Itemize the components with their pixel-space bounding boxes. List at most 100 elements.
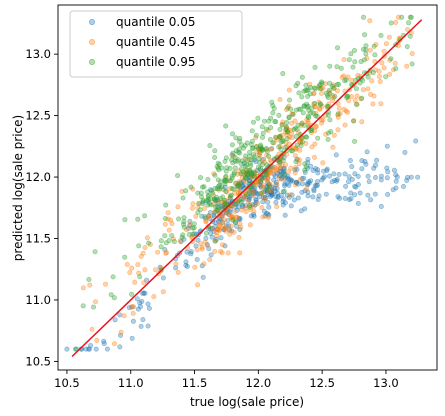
scatter-point	[193, 213, 199, 219]
scatter-point	[212, 148, 218, 154]
scatter-point	[229, 185, 235, 191]
scatter-point	[300, 181, 306, 187]
scatter-point	[311, 188, 317, 194]
scatter-point	[135, 306, 141, 312]
scatter-point	[277, 97, 283, 103]
scatter-point	[289, 135, 295, 141]
scatter-point	[146, 240, 152, 246]
scatter-point	[247, 149, 253, 155]
scatter-point	[132, 279, 138, 285]
scatter-point	[350, 118, 356, 124]
scatter-point	[298, 143, 304, 149]
scatter-point	[202, 214, 208, 220]
scatter-point	[318, 102, 324, 108]
scatter-point	[332, 93, 338, 99]
scatter-point	[72, 346, 78, 352]
scatter-point	[259, 124, 265, 130]
scatter-point	[353, 101, 359, 107]
scatter-point	[301, 103, 307, 109]
scatter-point	[306, 180, 312, 186]
scatter-point	[261, 118, 267, 124]
scatter-point	[288, 203, 294, 209]
scatter-point	[230, 131, 236, 137]
scatter-point	[402, 150, 408, 156]
scatter-point	[223, 210, 229, 216]
scatter-point	[272, 119, 278, 125]
scatter-point	[349, 77, 355, 83]
scatter-point	[214, 233, 220, 239]
scatter-point	[408, 14, 414, 20]
scatter-point	[299, 94, 305, 100]
scatter-point	[251, 209, 257, 215]
scatter-point	[407, 33, 413, 39]
scatter-point	[243, 153, 249, 159]
scatter-point	[180, 195, 186, 201]
scatter-point	[206, 214, 212, 220]
x-tick-label: 11.0	[118, 376, 144, 390]
scatter-point	[261, 208, 267, 214]
scatter-point	[280, 202, 286, 208]
scatter-point	[409, 51, 415, 57]
scatter-point	[363, 43, 369, 49]
scatter-point	[334, 64, 340, 70]
scatter-point	[129, 291, 135, 297]
scatter-point	[391, 167, 397, 173]
scatter-point	[201, 206, 207, 212]
scatter-point	[199, 194, 205, 200]
scatter-point	[305, 193, 311, 199]
scatter-point	[137, 274, 143, 280]
scatter-point	[299, 74, 305, 80]
scatter-point	[308, 128, 314, 134]
scatter-point	[244, 157, 250, 163]
scatter-point	[183, 259, 189, 265]
scatter-point	[145, 301, 151, 307]
scatter-point	[324, 168, 330, 174]
scatter-point	[227, 231, 233, 237]
scatter-point	[376, 74, 382, 80]
scatter-point	[341, 57, 347, 63]
scatter-point	[336, 105, 342, 111]
scatter-point	[327, 117, 333, 123]
scatter-point	[270, 167, 276, 173]
scatter-point	[400, 184, 406, 190]
scatter-point	[231, 171, 237, 177]
scatter-point	[249, 172, 255, 178]
scatter-point	[122, 254, 128, 260]
x-tick-label: 13.0	[373, 376, 399, 390]
scatter-point	[359, 119, 365, 125]
scatter-point	[242, 163, 248, 169]
scatter-point	[249, 157, 255, 163]
scatter-point	[198, 241, 204, 247]
scatter-point	[334, 45, 340, 51]
scatter-point	[278, 139, 284, 145]
scatter-point	[222, 159, 228, 165]
scatter-point	[257, 160, 263, 166]
scatter-point	[365, 192, 371, 198]
scatter-point	[141, 280, 147, 286]
scatter-point	[357, 80, 363, 86]
scatter-point	[183, 188, 189, 194]
scatter-point	[236, 198, 242, 204]
scatter-point	[367, 47, 373, 53]
scatter-point	[127, 270, 133, 276]
scatter-point	[274, 190, 280, 196]
y-axis-ticks: 10.5 11.0 11.5 12.0 12.5 13.0	[25, 47, 58, 368]
legend-marker	[89, 19, 95, 25]
scatter-point	[207, 143, 213, 149]
scatter-point	[315, 197, 321, 203]
scatter-point	[111, 295, 117, 301]
scatter-point	[195, 190, 201, 196]
scatter-point	[253, 132, 259, 138]
scatter-point	[210, 226, 216, 232]
scatter-point	[404, 178, 410, 184]
scatter-point	[233, 135, 239, 141]
scatter-point	[227, 193, 233, 199]
scatter-point	[350, 64, 356, 70]
scatter-point	[212, 248, 218, 254]
scatter-point	[250, 146, 256, 152]
scatter-point	[140, 317, 146, 323]
scatter-point	[276, 159, 282, 165]
scatter-point	[323, 131, 329, 137]
scatter-point	[138, 253, 144, 259]
scatter-point	[296, 106, 302, 112]
